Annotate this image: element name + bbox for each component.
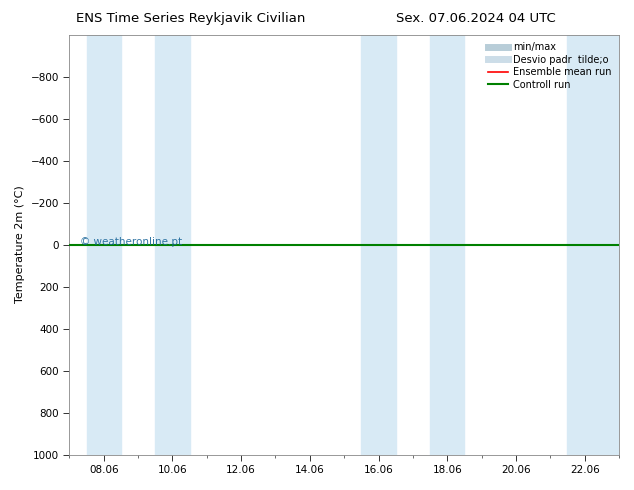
Text: ENS Time Series Reykjavik Civilian: ENS Time Series Reykjavik Civilian: [75, 12, 305, 25]
Bar: [430, 35, 465, 455]
Text: © weatheronline.pt: © weatheronline.pt: [81, 238, 183, 247]
Bar: [567, 35, 619, 455]
Legend: min/max, Desvio padr  tilde;o, Ensemble mean run, Controll run: min/max, Desvio padr tilde;o, Ensemble m…: [486, 40, 614, 93]
Bar: [361, 35, 396, 455]
Bar: [86, 35, 121, 455]
Y-axis label: Temperature 2m (°C): Temperature 2m (°C): [15, 186, 25, 303]
Bar: [155, 35, 190, 455]
Text: Sex. 07.06.2024 04 UTC: Sex. 07.06.2024 04 UTC: [396, 12, 555, 25]
